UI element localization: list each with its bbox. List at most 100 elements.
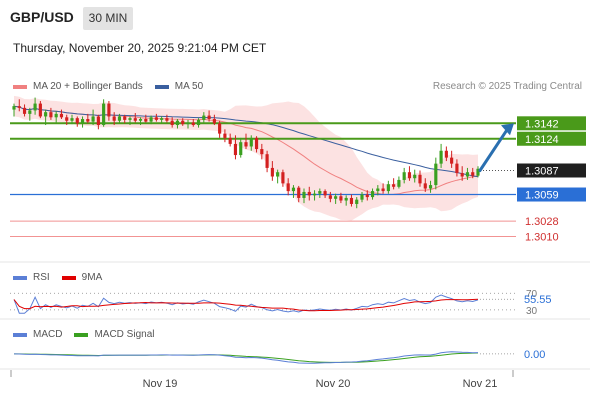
candle-body <box>381 188 385 192</box>
candle-body <box>297 187 301 198</box>
candle-body <box>349 197 354 204</box>
macd-current-value: 0.00 <box>524 349 545 361</box>
minor-level-label: 1.3028 <box>525 216 559 228</box>
rsi-legend-label: RSI <box>33 272 50 283</box>
candle-body <box>191 122 195 126</box>
ma50-legend-label: MA 50 <box>174 81 204 92</box>
candle-body <box>138 119 143 121</box>
candle-body <box>455 163 459 174</box>
candle-body <box>239 142 243 156</box>
candle-body <box>186 122 190 125</box>
candle-body <box>165 118 169 121</box>
resistance-label: 1.3124 <box>525 134 559 146</box>
candle-body <box>70 118 74 121</box>
candle-body <box>154 117 158 120</box>
candle-body <box>302 191 306 198</box>
projection-arrow-head <box>501 123 514 136</box>
main-legend: MA 20 + Bollinger Bands MA 50 <box>13 81 203 92</box>
candle-body <box>318 191 322 194</box>
candle-body <box>360 194 364 200</box>
rsi-ma-line <box>13 298 479 312</box>
candle-body <box>117 116 122 121</box>
candle-body <box>102 103 106 126</box>
candle-body <box>270 167 274 177</box>
candle-body <box>465 172 470 177</box>
candle-body <box>160 118 164 120</box>
rsi-legend: RSI 9MA <box>13 272 102 283</box>
candle-body <box>54 113 58 118</box>
candle-body <box>17 106 21 108</box>
candle-body <box>386 184 390 192</box>
candle-body <box>450 157 454 164</box>
resistance-label-box <box>517 116 586 131</box>
candle-body <box>28 110 32 114</box>
candle-body <box>149 117 153 122</box>
ma50-line <box>13 105 479 178</box>
candle-body <box>286 183 290 192</box>
candle-body <box>249 137 253 147</box>
candle-body <box>123 116 127 120</box>
candle-body <box>402 172 406 180</box>
support-label-box <box>517 187 586 202</box>
candle-body <box>418 174 422 184</box>
rsi-level-label: 70 <box>526 289 538 300</box>
candle-body <box>96 116 100 126</box>
candle-body <box>107 103 111 117</box>
candle-body <box>355 199 359 204</box>
candle-body <box>370 191 375 198</box>
candle-body <box>344 197 348 201</box>
candle-body <box>223 133 227 138</box>
candle-body <box>202 115 206 120</box>
candle-body <box>128 118 132 120</box>
candle-body <box>12 106 16 110</box>
candle-body <box>33 103 37 111</box>
candle-body <box>265 154 269 168</box>
timeframe-badge[interactable]: 30 MIN <box>83 7 133 30</box>
candle-body <box>175 120 180 126</box>
candle-body <box>307 191 311 196</box>
candle-body <box>434 163 438 186</box>
rsi-ma-legend-label: 9MA <box>81 272 103 283</box>
rsi-current-value: 55.55 <box>524 294 552 306</box>
macd-swatch <box>13 332 27 337</box>
candle-body <box>339 196 343 201</box>
time-axis-label: Nov 19 <box>143 378 178 390</box>
candle-body <box>276 172 280 177</box>
candle-body <box>244 142 248 147</box>
current-price-box <box>517 163 586 178</box>
candle-body <box>196 119 201 126</box>
candle-body <box>254 137 259 150</box>
minor-level-label: 1.3010 <box>525 232 559 244</box>
candle-body <box>291 187 296 192</box>
candle-body <box>65 117 69 121</box>
candle-body <box>228 137 232 144</box>
ma50-swatch <box>154 84 169 89</box>
candle-body <box>80 119 85 124</box>
candle-body <box>112 116 116 121</box>
macd-legend-label: MACD <box>33 329 63 340</box>
copyright-note: Research © 2025 Trading Central <box>432 81 582 92</box>
resistance-label: 1.3142 <box>525 118 559 130</box>
macd-signal-legend-label: MACD Signal <box>94 329 155 340</box>
candle-body <box>476 168 480 176</box>
candle-body <box>281 172 285 184</box>
macd-line <box>13 351 479 364</box>
time-axis-label: Nov 20 <box>316 378 351 390</box>
candle-body <box>260 149 264 155</box>
candle-body <box>444 150 448 158</box>
candle-body <box>328 195 332 199</box>
candle-body <box>407 172 412 179</box>
candle-body <box>49 112 53 118</box>
candle-body <box>22 107 27 114</box>
candle-body <box>423 183 427 189</box>
candle-body <box>86 119 90 122</box>
ma20-legend-label: MA 20 + Bollinger Bands <box>33 81 143 92</box>
candle-body <box>471 172 475 176</box>
time-axis-label: Nov 21 <box>463 378 498 390</box>
candle-body <box>428 185 433 189</box>
macd-signal-swatch <box>74 332 89 337</box>
candle-body <box>233 143 238 156</box>
resistance-label-box <box>517 131 586 146</box>
candle-body <box>439 150 443 164</box>
